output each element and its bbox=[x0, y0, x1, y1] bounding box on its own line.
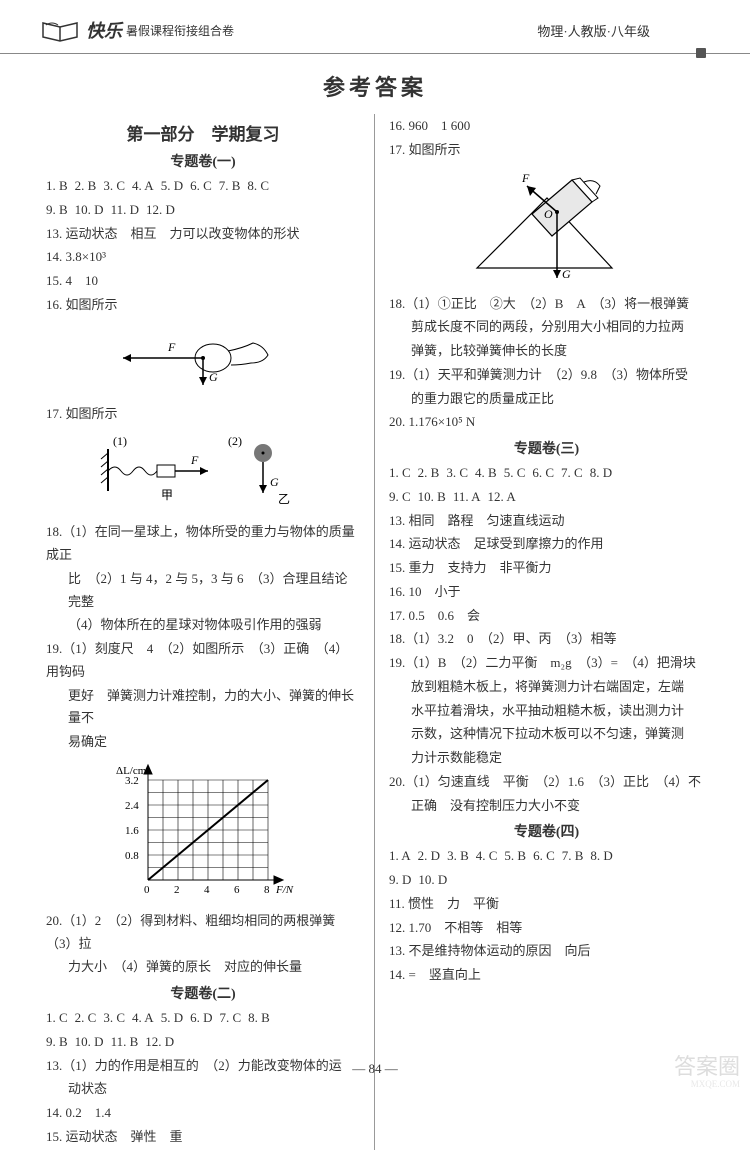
sheet3-q19e: 力计示数能稳定 bbox=[389, 747, 704, 770]
sheet1-q18: 18.（1）在同一星球上，物体所受的重力与物体的质量成正 bbox=[46, 521, 360, 567]
sheet2-q19b: 的重力跟它的质量成正比 bbox=[389, 388, 704, 411]
svg-text:4: 4 bbox=[204, 884, 210, 896]
left-column: 第一部分 学期复习 专题卷(一) 1. B2. B3. C4. A5. D6. … bbox=[40, 114, 375, 1150]
part1-title: 第一部分 学期复习 bbox=[46, 120, 360, 145]
sheet2-q13b: 动状态 bbox=[46, 1078, 360, 1101]
sheet3-q19b: 放到粗糙木板上，将弹簧测力计右端固定，左端 bbox=[389, 676, 704, 699]
sheet3-q13: 13. 相同 路程 匀速直线运动 bbox=[389, 510, 704, 533]
sheet2-q19: 19.（1）天平和弹簧测力计 （2）9.8 （3）物体所受 bbox=[389, 364, 704, 387]
watermark-url: MXQE.COM bbox=[691, 1079, 740, 1089]
sheet3-q19: 19.（1）B （2）二力平衡 m₂g （3）= （4）把滑块 bbox=[389, 652, 704, 675]
svg-text:8: 8 bbox=[264, 884, 270, 896]
sheet3-q17: 17. 0.5 0.6 会 bbox=[389, 605, 704, 628]
sheet3-q20: 20.（1）匀速直线 平衡 （2）1.6 （3）正比 （4）不 bbox=[389, 771, 704, 794]
sheet1-q19: 19.（1）刻度尺 4 （2）如图所示 （3）正确 （4）用钩码 bbox=[46, 638, 360, 684]
watermark-text: 答案圈 bbox=[674, 1049, 740, 1081]
decorative-square-icon bbox=[696, 48, 706, 58]
content-columns: 第一部分 学期复习 专题卷(一) 1. B2. B3. C4. A5. D6. … bbox=[0, 114, 750, 1150]
sheet2-q15: 15. 运动状态 弹性 重 bbox=[46, 1126, 360, 1149]
sheet1-q20: 20.（1）2 （2）得到材料、粗细均相同的两根弹簧 （3）拉 bbox=[46, 910, 360, 956]
course-label: 物理·人教版·八年级 bbox=[537, 21, 650, 40]
sheet1-q19b: 更好 弹簧测力计难控制，力的大小、弹簧的伸长量不 bbox=[46, 685, 360, 731]
svg-text:O: O bbox=[544, 207, 553, 221]
sheet4-mc-row2: 9. D10. D bbox=[389, 869, 704, 892]
sheet1-q18c: （4）物体所在的星球对物体吸引作用的强弱 bbox=[46, 614, 360, 637]
sheet3-mc-row1: 1. C2. B3. C4. B5. C6. C7. C8. D bbox=[389, 462, 704, 485]
sheet2-q18b: 剪成长度不同的两段，分别用大小相同的力拉两 bbox=[389, 316, 704, 339]
sheet1-q16: 16. 如图所示 bbox=[46, 294, 360, 317]
svg-text:2.4: 2.4 bbox=[125, 800, 139, 812]
svg-text:G: G bbox=[270, 475, 279, 489]
sheet2-title: 专题卷(二) bbox=[46, 983, 360, 1003]
sheet3-q15: 15. 重力 支持力 非平衡力 bbox=[389, 557, 704, 580]
sheet3-q19d: 示数，这种情况下拉动木板可以不匀速，弹簧测 bbox=[389, 723, 704, 746]
book-logo-icon bbox=[40, 15, 82, 45]
svg-text:0.8: 0.8 bbox=[125, 850, 139, 862]
svg-text:6: 6 bbox=[234, 884, 240, 896]
sheet3-q16: 16. 10 小于 bbox=[389, 581, 704, 604]
right-column: 16. 960 1 600 17. 如图所示 O F G 18.（1）①正比 ②… bbox=[375, 114, 710, 1150]
sheet2-mc-row1: 1. C2. C3. C4. A5. D6. D7. C8. B bbox=[46, 1007, 360, 1030]
sheet1-q13: 13. 运动状态 相互 力可以改变物体的形状 bbox=[46, 223, 360, 246]
svg-text:0: 0 bbox=[144, 884, 150, 896]
sheet2-q18c: 弹簧，比较弹簧伸长的长度 bbox=[389, 340, 704, 363]
sheet1-q18b: 比 （2）1 与 4，2 与 5，3 与 6 （3）合理且结论完整 bbox=[46, 568, 360, 614]
sheet1-q19c: 易确定 bbox=[46, 731, 360, 754]
sheet2-q17: 17. 如图所示 bbox=[389, 139, 704, 162]
sheet1-mc-row2: 9. B10. D11. D12. D bbox=[46, 199, 360, 222]
sheet1-mc-row1: 1. B2. B3. C4. A5. D6. C7. B8. C bbox=[46, 175, 360, 198]
svg-text:1.6: 1.6 bbox=[125, 825, 139, 837]
svg-text:3.2: 3.2 bbox=[125, 775, 139, 787]
svg-text:乙: 乙 bbox=[278, 492, 290, 506]
sheet3-q14: 14. 运动状态 足球受到摩擦力的作用 bbox=[389, 533, 704, 556]
sheet1-q20b: 力大小 （4）弹簧的原长 对应的伸长量 bbox=[46, 956, 360, 979]
svg-text:F/N: F/N bbox=[275, 884, 294, 896]
sheet3-title: 专题卷(三) bbox=[389, 438, 704, 458]
sheet4-q11: 11. 惯性 力 平衡 bbox=[389, 893, 704, 916]
sheet3-q19c: 水平拉着滑块，水平抽动粗糙木板，读出测力计 bbox=[389, 700, 704, 723]
sheet3-q18: 18.（1）3.2 0 （2）甲、丙 （3）相等 bbox=[389, 628, 704, 651]
sheet3-mc-row2: 9. C10. B11. A12. A bbox=[389, 486, 704, 509]
page-number: — 84 — bbox=[0, 1061, 750, 1077]
sheet4-q13: 13. 不是维持物体运动的原因 向后 bbox=[389, 940, 704, 963]
svg-text:2: 2 bbox=[174, 884, 180, 896]
sheet1-chart: ΔL/cm 3.2 2.4 1.6 0.8 0 2 4 6 8 F/N bbox=[46, 760, 360, 904]
brand-name: 快乐 bbox=[86, 17, 122, 43]
sheet1-title: 专题卷(一) bbox=[46, 151, 360, 171]
sheet2-figure17: O F G bbox=[389, 168, 704, 287]
sheet3-q20b: 正确 没有控制压力大小不变 bbox=[389, 795, 704, 818]
svg-text:(2): (2) bbox=[228, 434, 242, 448]
page-title: 参考答案 bbox=[0, 70, 750, 102]
sheet1-q14: 14. 3.8×10³ bbox=[46, 246, 360, 269]
sheet1-figure16: F G bbox=[46, 323, 360, 397]
sheet2-mc-row2: 9. B10. D11. B12. D bbox=[46, 1031, 360, 1054]
svg-text:F: F bbox=[167, 340, 176, 354]
sheet4-q12: 12. 1.70 不相等 相等 bbox=[389, 917, 704, 940]
svg-text:G: G bbox=[562, 267, 571, 281]
sheet4-title: 专题卷(四) bbox=[389, 821, 704, 841]
header-subtitle: 暑假课程衔接组合卷 bbox=[126, 22, 234, 39]
sheet1-figure17: (1) F 甲 (2) G 乙 bbox=[46, 431, 360, 515]
page-header: 快乐 暑假课程衔接组合卷 物理·人教版·八年级 bbox=[0, 0, 750, 54]
sheet1-q17: 17. 如图所示 bbox=[46, 403, 360, 426]
sheet2-q18: 18.（1）①正比 ②大 （2）B A （3）将一根弹簧 bbox=[389, 293, 704, 316]
sheet2-q16: 16. 960 1 600 bbox=[389, 115, 704, 138]
sheet2-q14: 14. 0.2 1.4 bbox=[46, 1102, 360, 1125]
svg-text:(1): (1) bbox=[113, 434, 127, 448]
svg-text:F: F bbox=[190, 453, 199, 467]
sheet4-q14: 14. = 竖直向上 bbox=[389, 964, 704, 987]
sheet2-q20: 20. 1.176×10⁵ N bbox=[389, 411, 704, 434]
svg-text:甲: 甲 bbox=[161, 488, 173, 502]
svg-text:F: F bbox=[521, 171, 530, 185]
sheet4-mc-row1: 1. A2. D3. B4. C5. B6. C7. B8. D bbox=[389, 845, 704, 868]
sheet1-q15: 15. 4 10 bbox=[46, 270, 360, 293]
